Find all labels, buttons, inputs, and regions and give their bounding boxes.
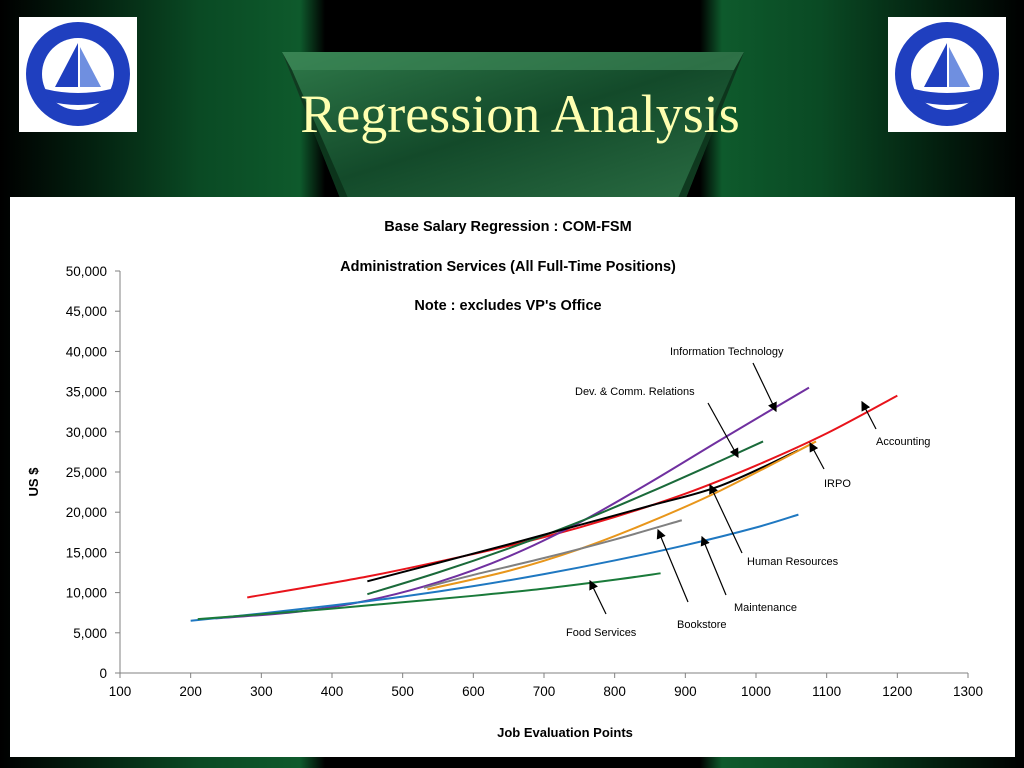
x-tick-label: 200 — [179, 684, 202, 699]
regression-chart: Base Salary Regression : COM-FSM Adminis… — [26, 219, 983, 740]
y-tick-label: 35,000 — [66, 385, 107, 400]
y-tick-label: 25,000 — [66, 465, 107, 480]
annotation-arrow-accounting — [861, 400, 877, 430]
college-seal-icon — [895, 22, 999, 126]
x-tick-label: 600 — [462, 684, 485, 699]
chart-title-line-2: Administration Services (All Full-Time P… — [340, 259, 676, 275]
x-tick-label: 100 — [109, 684, 132, 699]
x-tick-label: 1100 — [812, 684, 841, 699]
x-tick-label: 500 — [391, 684, 414, 699]
y-tick-label: 20,000 — [66, 505, 107, 520]
series-line-dev-comm-relations — [367, 440, 764, 596]
chart-annotations: Information Technology Dev. & Comm. Relat… — [566, 346, 930, 639]
college-logo-right — [888, 17, 1006, 132]
annotation-label-food-services: Food Services — [566, 627, 637, 639]
slide-title: Regression Analysis — [300, 84, 740, 144]
y-tick-label: 45,000 — [66, 304, 107, 319]
x-tick-label: 800 — [603, 684, 626, 699]
y-tick-label: 10,000 — [66, 586, 107, 601]
x-tick-label: 1000 — [741, 684, 771, 699]
series-line-maintenance — [190, 513, 799, 622]
annotation-label-maintenance: Maintenance — [734, 602, 797, 614]
annotation-arrow-information-technology — [752, 362, 777, 413]
annotation-arrow-dev-comm-relations — [707, 402, 739, 459]
chart-title-line-1: Base Salary Regression : COM-FSM — [384, 219, 631, 235]
x-tick-label: 1300 — [953, 684, 983, 699]
title-banner — [282, 52, 744, 198]
y-axis-label: US $ — [26, 467, 41, 497]
y-tick-label: 0 — [99, 666, 107, 681]
chart-axes: 100 200 300 400 500 600 700 800 900 1000 1100 1200 1… — [66, 264, 983, 699]
annotation-label-bookstore: Bookstore — [677, 619, 727, 631]
series-line-food-services — [197, 572, 661, 621]
series-line-irpo — [427, 440, 817, 591]
x-tick-label: 700 — [533, 684, 556, 699]
x-tick-label: 300 — [250, 684, 273, 699]
x-axis-label: Job Evaluation Points — [497, 725, 633, 740]
annotation-label-dev-comm-relations: Dev. & Comm. Relations — [575, 386, 695, 398]
x-tick-label: 1200 — [882, 684, 912, 699]
college-logo-left — [19, 17, 137, 132]
annotation-arrow-human-resources — [709, 483, 743, 554]
y-tick-label: 40,000 — [66, 344, 107, 359]
x-tick-label: 900 — [674, 684, 697, 699]
series-line-accounting — [247, 394, 898, 599]
chart-title-line-3: Note : excludes VP's Office — [414, 298, 601, 314]
annotation-arrow-food-services — [589, 579, 607, 615]
x-tick-label: 400 — [321, 684, 344, 699]
y-tick-label: 5,000 — [73, 626, 107, 641]
annotation-arrow-maintenance — [700, 535, 727, 596]
y-tick-label: 30,000 — [66, 425, 107, 440]
annotation-label-information-technology: Information Technology — [670, 346, 784, 358]
annotation-label-irpo: IRPO — [824, 478, 851, 490]
annotation-arrow-bookstore — [656, 528, 689, 603]
y-tick-label: 15,000 — [66, 545, 107, 560]
series-line-information-technology — [215, 386, 810, 620]
chart-series — [190, 386, 898, 622]
annotation-arrow-irpo — [809, 441, 825, 470]
annotation-label-accounting: Accounting — [876, 436, 930, 448]
annotation-label-human-resources: Human Resources — [747, 556, 839, 568]
series-line-bookstore — [423, 519, 683, 589]
chart-panel: Base Salary Regression : COM-FSM Adminis… — [10, 197, 1015, 757]
college-seal-icon — [26, 22, 130, 126]
series-line-human-resources — [367, 449, 799, 583]
y-tick-label: 50,000 — [66, 264, 107, 279]
